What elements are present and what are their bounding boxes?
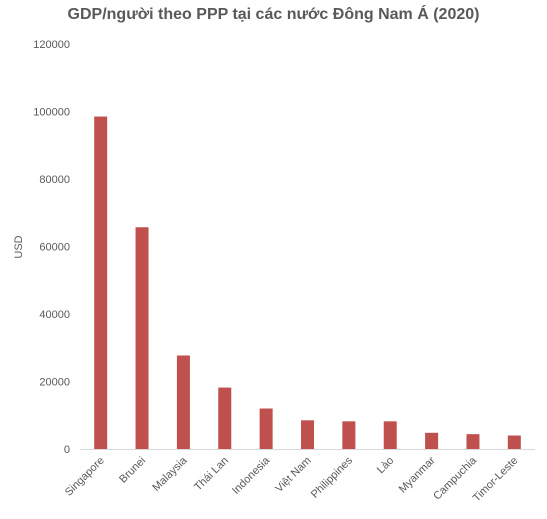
x-axis-ticks: Singapore Brunei Malaysia Thái Lan Indonesia… — [63, 454, 521, 504]
y-axis-ticks: 0 20000 40000 60000 80000 100000 120000 — [33, 39, 70, 456]
bar — [135, 227, 149, 449]
x-tick-label: Indonesia — [230, 454, 273, 497]
bar — [507, 435, 521, 449]
y-tick-label: 120000 — [33, 39, 70, 51]
y-tick-label: 60000 — [39, 242, 70, 254]
x-tick-label: Myanmar — [397, 454, 438, 495]
bar — [342, 421, 356, 449]
x-tick-label: Thái Lan — [192, 455, 231, 494]
y-tick-label: 100000 — [33, 107, 70, 119]
bar — [176, 355, 190, 449]
x-tick-label: Timor-Leste — [471, 455, 521, 505]
x-tick-label: Brunei — [117, 455, 148, 486]
y-tick-label: 20000 — [39, 377, 70, 389]
bar — [259, 408, 273, 449]
y-tick-label: 0 — [64, 444, 70, 456]
bar — [425, 432, 439, 449]
chart-title: GDP/người theo PPP tại các nước Đông Nam… — [67, 6, 480, 23]
x-tick-label: Malaysia — [150, 454, 190, 494]
y-tick-label: 40000 — [39, 309, 70, 321]
bar — [466, 434, 480, 449]
x-tick-label: Singapore — [63, 455, 107, 499]
y-tick-label: 80000 — [39, 174, 70, 186]
x-tick-label: Philippines — [309, 454, 355, 500]
bar — [383, 421, 397, 449]
x-tick-label: Việt Nam — [273, 455, 313, 495]
y-axis-label: USD — [13, 235, 25, 258]
bar — [218, 387, 232, 449]
bars — [94, 116, 521, 449]
x-tick-label: Lào — [375, 455, 396, 476]
bar — [301, 420, 314, 449]
bar — [94, 116, 108, 449]
